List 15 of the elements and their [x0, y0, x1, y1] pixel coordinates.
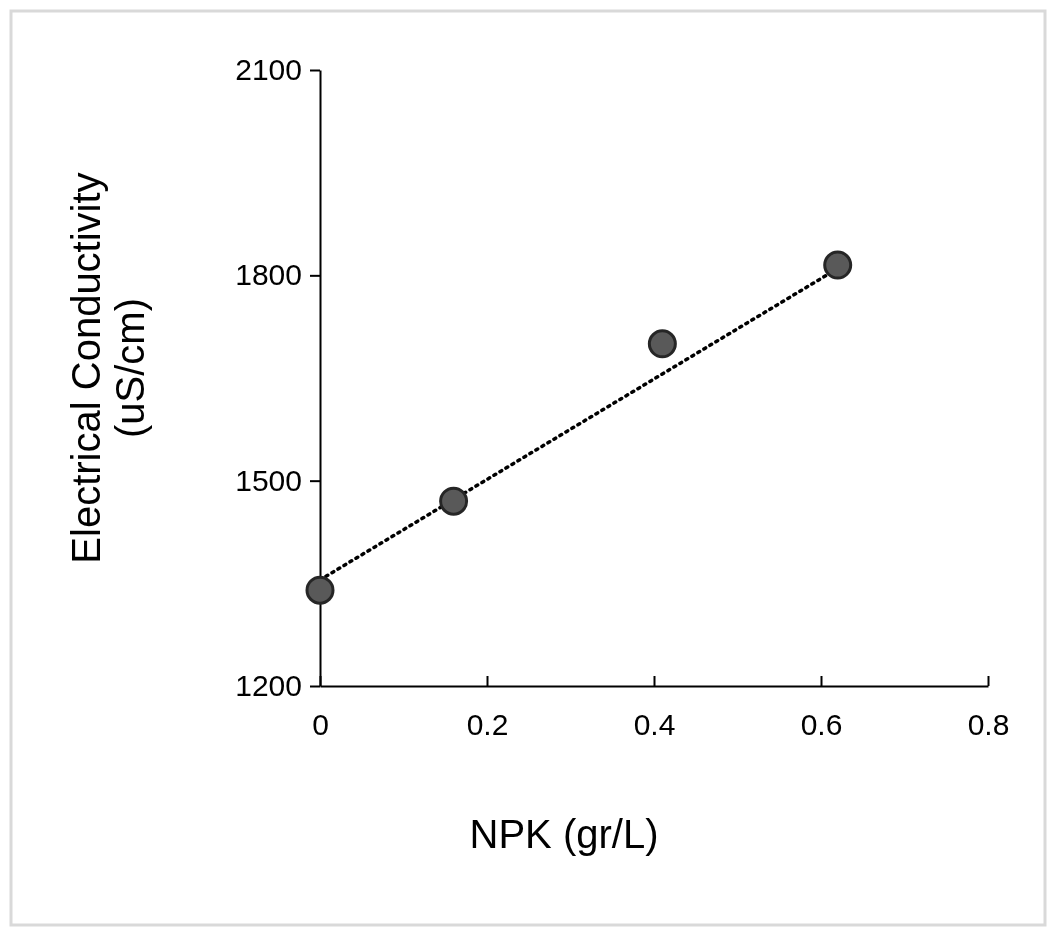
x-tick-label: 0.8 [967, 708, 1010, 742]
point [647, 329, 677, 359]
point [823, 250, 853, 280]
y-tick-label: 2100 [235, 53, 302, 87]
x-tick-label: 0.2 [466, 708, 509, 742]
x-tick-label: 0.4 [633, 708, 676, 742]
point [439, 486, 469, 516]
point [305, 575, 335, 605]
y-axis-title: Electrical Conductivity (uS/cm) [64, 172, 152, 564]
x-tick-label: 0 [312, 708, 329, 742]
x-tick-label: 0.6 [800, 708, 843, 742]
y-tick-label: 1800 [235, 258, 302, 292]
y-tick-label: 1200 [235, 669, 302, 703]
y-tick-label: 1500 [235, 463, 302, 497]
x-axis-title: NPK (gr/L) [469, 812, 659, 856]
